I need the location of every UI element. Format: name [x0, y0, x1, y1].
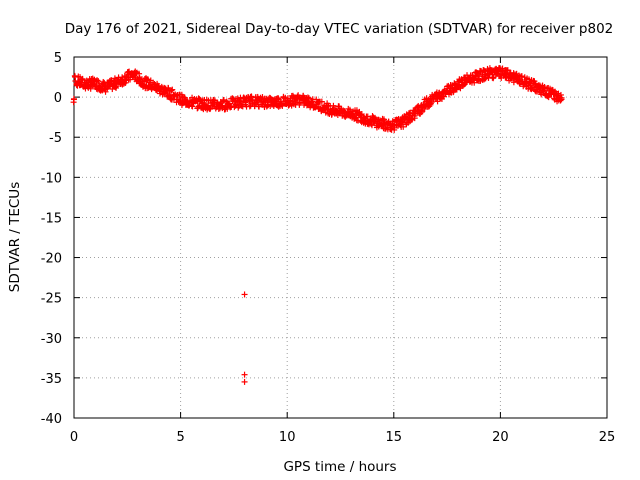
data-point	[346, 106, 353, 113]
data-point	[279, 103, 286, 110]
data-point	[70, 96, 77, 103]
data-point	[515, 77, 522, 84]
y-tick-label: -30	[41, 332, 62, 347]
x-tick-label: 5	[176, 430, 184, 445]
data-point	[428, 99, 435, 106]
plot-frame	[73, 56, 608, 419]
y-tick-label: -10	[41, 171, 62, 186]
tick-labels: 0 5 10 15 20 25 5 0 -5 -10 -15 -20 -25 -30 -35 -40	[41, 51, 616, 445]
data-point	[181, 94, 188, 101]
data-point	[112, 83, 119, 90]
data-point	[306, 95, 313, 102]
x-tick-label: 10	[279, 430, 296, 445]
data-point	[318, 98, 325, 105]
y-tick-label: -25	[41, 292, 62, 307]
y-tick-label: 5	[54, 51, 62, 66]
data-point	[225, 100, 232, 107]
data-point	[144, 76, 151, 83]
data-point	[476, 72, 483, 79]
x-tick-label: 0	[70, 430, 78, 445]
data-point	[304, 94, 311, 101]
data-point	[335, 103, 342, 110]
outlier-point	[241, 378, 248, 385]
outlier-point	[241, 371, 248, 378]
outlier-point	[241, 291, 248, 298]
y-tick-label: -35	[41, 372, 62, 387]
data-point	[400, 123, 407, 130]
y-tick-label: -5	[49, 131, 62, 146]
x-tick-label: 15	[386, 430, 403, 445]
y-tick-label: -15	[41, 211, 62, 226]
data-point	[79, 76, 86, 83]
data-point	[510, 79, 517, 86]
data-points	[70, 65, 565, 385]
data-point	[185, 102, 192, 109]
axis-ticks	[73, 56, 608, 419]
data-point	[391, 126, 398, 133]
data-point	[473, 69, 480, 76]
data-point	[189, 103, 196, 110]
data-point	[206, 105, 213, 112]
data-point	[549, 86, 556, 93]
y-tick-label: -40	[41, 412, 62, 427]
data-point	[558, 94, 565, 101]
data-point	[168, 87, 175, 94]
data-point	[169, 86, 176, 93]
data-point	[113, 84, 120, 91]
data-point	[557, 97, 564, 104]
data-point	[165, 85, 172, 92]
y-tick-label: -20	[41, 252, 62, 267]
data-point	[518, 73, 525, 80]
data-point	[324, 106, 331, 113]
chart-title: Day 176 of 2021, Sidereal Day-to-day VTE…	[65, 21, 614, 37]
data-point	[95, 78, 102, 85]
data-point	[557, 91, 564, 98]
y-axis-title: SDTVAR / TECUs	[7, 182, 23, 292]
y-tick-label: 0	[54, 91, 62, 106]
x-axis-title: GPS time / hours	[283, 459, 396, 475]
data-point	[434, 98, 441, 105]
x-tick-label: 25	[599, 430, 616, 445]
data-point	[427, 101, 434, 108]
x-tick-label: 20	[492, 430, 509, 445]
data-point	[463, 79, 470, 86]
